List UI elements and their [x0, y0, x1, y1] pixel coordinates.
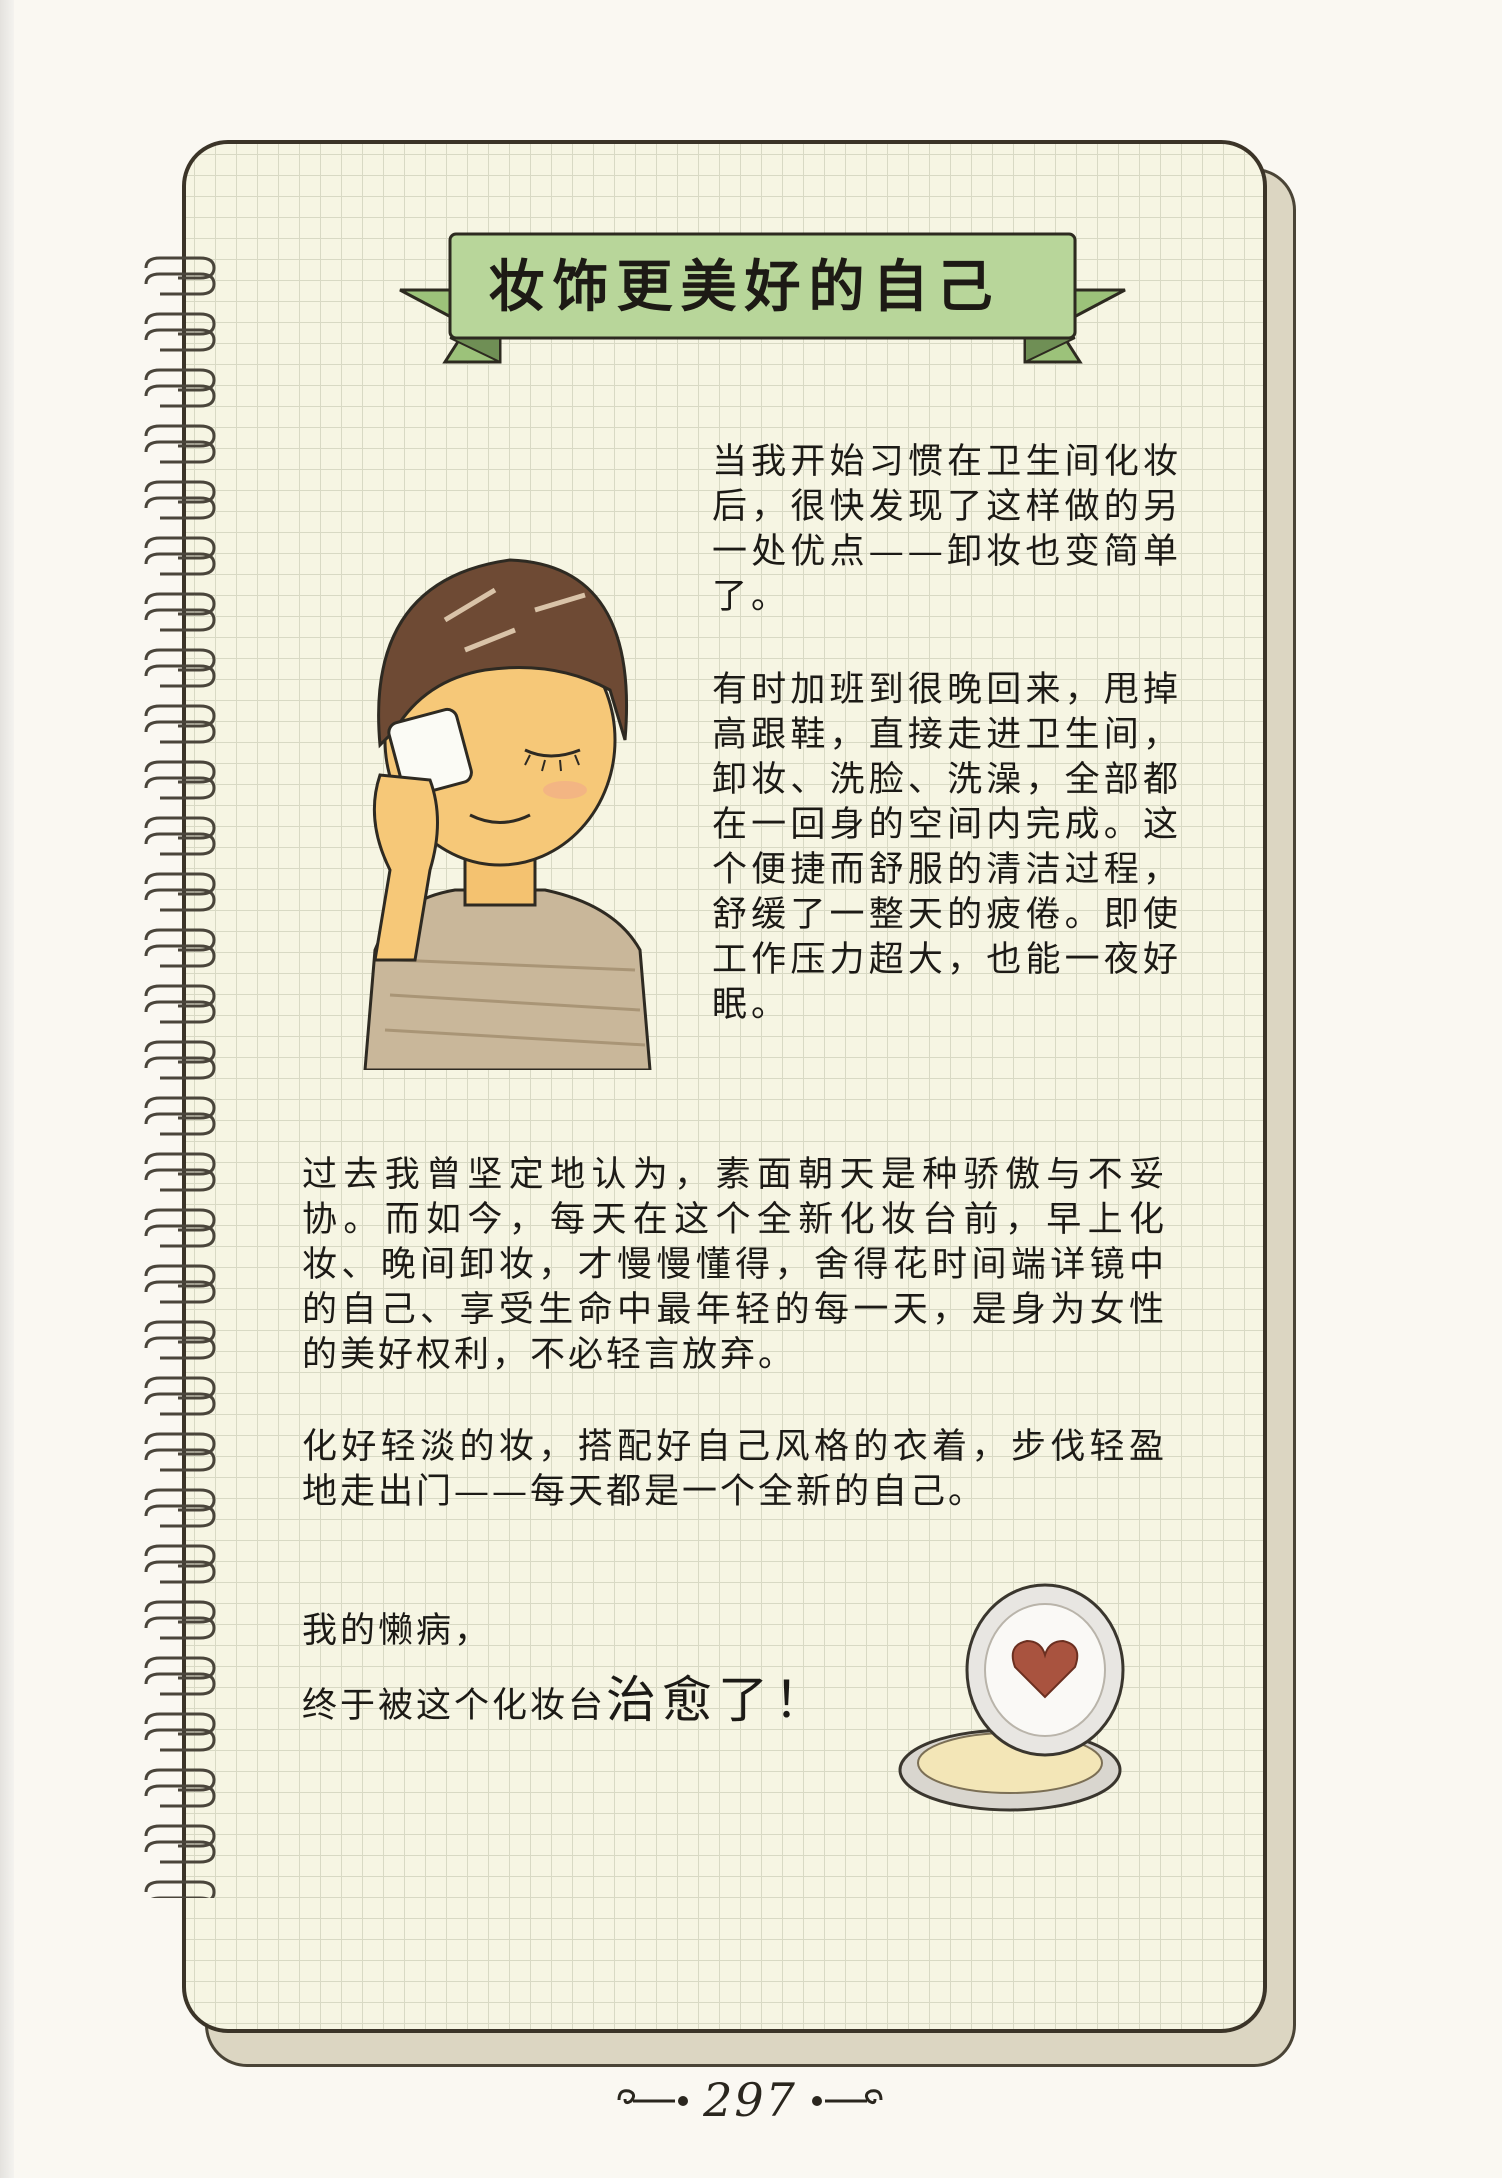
spiral-ring [144, 1224, 216, 1248]
page-left-edge [0, 0, 14, 2178]
spiral-ring [144, 944, 216, 968]
spiral-ring [144, 1784, 216, 1808]
spiral-ring [144, 1560, 216, 1584]
swirl-ornament-icon [617, 2089, 689, 2106]
spiral-ring [144, 720, 216, 744]
paragraph-1: 当我开始习惯在卫生间化妆后，很快发现了这样做的另一处优点——卸妆也变简单了。 [712, 442, 1182, 617]
spiral-ring [144, 1280, 216, 1304]
spiral-ring [144, 776, 216, 800]
powder-compact-heart-icon [898, 1583, 1125, 1812]
spiral-ring [144, 1880, 216, 1898]
page-number-text: 297 [703, 2073, 797, 2127]
spiral-ring [144, 496, 216, 520]
page-number: 297 [560, 2065, 940, 2135]
swirl-ornament-icon [811, 2089, 883, 2106]
spiral-ring [144, 832, 216, 856]
spiral-ring [144, 1672, 216, 1696]
spiral-ring [144, 1000, 216, 1024]
spiral-ring [144, 272, 216, 296]
spiral-ring [144, 1504, 216, 1528]
paragraph-2: 有时加班到很晚回来，甩掉高跟鞋，直接走进卫生间，卸妆、洗脸、洗澡，全部都在一回身… [712, 670, 1182, 1025]
spiral-ring [144, 328, 216, 352]
spiral-ring [144, 608, 216, 632]
girl-removing-makeup-illustration [363, 558, 652, 1070]
spiral-ring [144, 1392, 216, 1416]
spiral-ring [144, 1616, 216, 1640]
spiral-ring [144, 384, 216, 408]
spiral-ring [144, 1168, 216, 1192]
spiral-ring [144, 888, 216, 912]
closing-line-2: 终于被这个化妆台治愈了！ [302, 1660, 830, 1732]
spiral-ring [144, 664, 216, 688]
closing-line-1: 我的懒病， [302, 1611, 493, 1651]
spiral-ring [144, 1056, 216, 1080]
closing-line-2-prefix: 终于被这个化妆台 [302, 1686, 607, 1726]
spiral-ring [144, 1336, 216, 1360]
spiral-ring [144, 552, 216, 576]
title-ribbon [399, 232, 1126, 364]
spiral-ring [144, 440, 216, 464]
spiral-ring [144, 1840, 216, 1864]
paragraph-3: 过去我曾坚定地认为，素面朝天是种骄傲与不妥协。而如今，每天在这个全新化妆台前，早… [302, 1155, 1167, 1375]
page-title: 妆饰更美好的自己 [488, 253, 1001, 320]
spiral-ring [144, 1448, 216, 1472]
paragraph-4: 化好轻淡的妆，搭配好自己风格的衣着，步伐轻盈地走出门——每天都是一个全新的自己。 [302, 1427, 1167, 1512]
spiral-ring [144, 1112, 216, 1136]
spiral-ring [144, 1728, 216, 1752]
closing-emphasis: 治愈了！ [606, 1671, 831, 1729]
spiral-binding-icon [144, 256, 216, 1898]
